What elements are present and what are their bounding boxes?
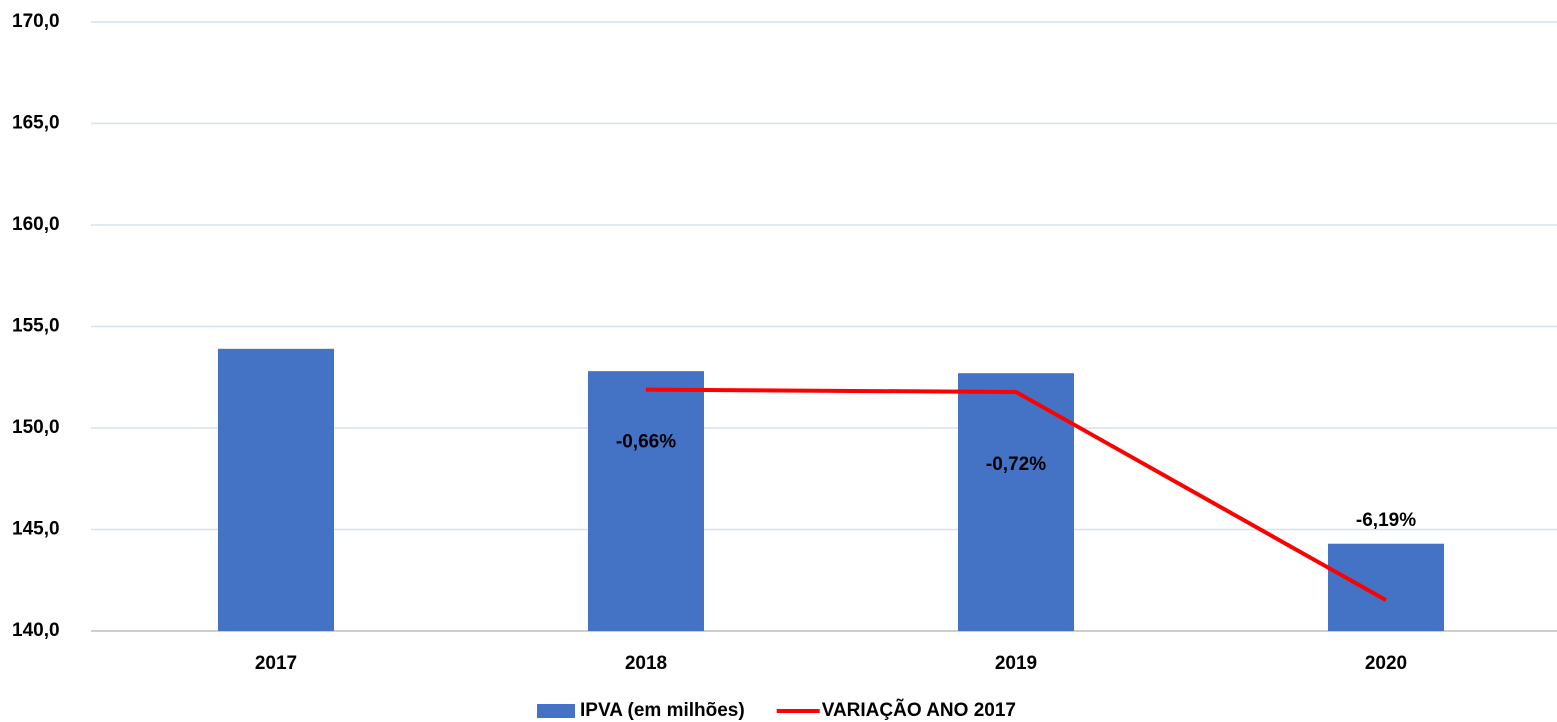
y-tick-label: 170,0 (12, 11, 60, 32)
legend-label: VARIAÇÃO ANO 2017 (822, 699, 1016, 721)
y-tick-label: 145,0 (12, 519, 60, 540)
legend-label: IPVA (em milhões) (580, 700, 745, 721)
x-tick-label: 2019 (995, 653, 1037, 674)
bar (958, 373, 1074, 631)
legend-swatch (537, 704, 575, 718)
line (645, 387, 1387, 602)
bar (218, 348, 334, 631)
y-tick-label: 165,0 (12, 113, 60, 134)
x-tick-label: 2018 (625, 653, 667, 674)
y-tick-label: 155,0 (12, 316, 60, 337)
data-label: -0,66% (616, 432, 676, 453)
bar (588, 371, 704, 631)
y-tick-label: 160,0 (12, 214, 60, 235)
data-label: -0,72% (986, 454, 1046, 475)
x-tick-label: 2020 (1365, 653, 1407, 674)
y-tick-label: 150,0 (12, 417, 60, 438)
data-label: -6,19% (1356, 510, 1416, 531)
bar (1328, 543, 1444, 631)
x-tick-label: 2017 (255, 653, 297, 674)
y-tick-label: 140,0 (12, 620, 60, 641)
